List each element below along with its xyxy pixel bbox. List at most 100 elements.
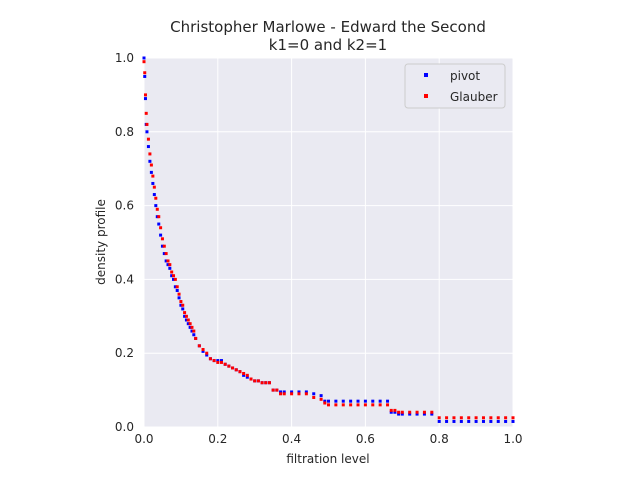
legend-marker-glauber — [424, 94, 428, 98]
glauber-point — [256, 379, 260, 383]
glauber-point — [227, 364, 231, 368]
pivot-point — [386, 399, 390, 403]
glauber-point — [160, 237, 164, 241]
glauber-point — [212, 359, 216, 363]
glauber-point — [164, 252, 168, 256]
glauber-point — [452, 416, 456, 420]
y-tick-label: 0.0 — [115, 420, 134, 434]
pivot-point — [242, 373, 246, 377]
x-tick-label: 0.8 — [430, 432, 449, 446]
pivot-point — [356, 399, 360, 403]
glauber-point — [157, 215, 161, 219]
x-tick-label: 0.0 — [134, 432, 153, 446]
glauber-point — [363, 403, 367, 407]
glauber-point — [152, 185, 156, 189]
x-axis-label: filtration level — [286, 452, 369, 466]
series-layer — [142, 56, 515, 423]
chart-subtitle: k1=0 and k2=1 — [269, 36, 387, 54]
glauber-point — [205, 351, 209, 355]
pivot-point — [445, 419, 449, 423]
pivot-point — [175, 288, 179, 292]
glauber-point — [253, 379, 257, 383]
glauber-point — [194, 336, 198, 340]
glauber-point — [142, 60, 146, 64]
pivot-point — [504, 419, 508, 423]
pivot-point — [245, 375, 249, 379]
glauber-point — [334, 403, 338, 407]
glauber-point — [312, 395, 316, 399]
pivot-point — [192, 333, 196, 337]
glauber-point — [378, 403, 382, 407]
y-tick-label: 0.2 — [115, 346, 134, 360]
glauber-point — [162, 244, 166, 248]
plot-area — [144, 58, 513, 427]
legend-label-glauber: Glauber — [450, 90, 498, 104]
pivot-point — [162, 252, 166, 256]
pivot-point — [312, 392, 316, 396]
glauber-point — [511, 416, 515, 420]
grid-lines — [143, 57, 514, 428]
glauber-point — [149, 163, 153, 167]
pivot-point — [219, 359, 223, 363]
pivot-point — [151, 181, 155, 185]
glauber-point — [177, 292, 181, 296]
pivot-point — [397, 412, 401, 416]
glauber-point — [397, 410, 401, 414]
glauber-point — [223, 362, 227, 366]
pivot-point — [190, 329, 194, 333]
glauber-point — [371, 403, 375, 407]
pivot-point — [489, 419, 493, 423]
pivot-point — [481, 419, 485, 423]
glauber-point — [219, 360, 223, 364]
glauber-point — [489, 416, 493, 420]
pivot-point — [143, 97, 147, 101]
legend-box — [404, 63, 506, 109]
pivot-point — [148, 159, 152, 163]
pivot-point — [389, 410, 393, 414]
pivot-point — [184, 318, 188, 322]
glauber-point — [356, 403, 360, 407]
glauber-point — [155, 207, 159, 211]
glauber-point — [143, 71, 147, 75]
glauber-point — [166, 259, 170, 263]
y-tick-label: 0.8 — [115, 125, 134, 139]
legend-label-pivot: pivot — [450, 69, 480, 83]
pivot-point — [201, 349, 205, 353]
glauber-point — [168, 263, 172, 267]
pivot-point — [181, 307, 185, 311]
pivot-point — [177, 296, 181, 300]
y-tick-label: 0.6 — [115, 199, 134, 213]
pivot-point — [159, 233, 163, 237]
glauber-point — [393, 408, 397, 412]
pivot-point — [168, 266, 172, 270]
pivot-point — [393, 410, 397, 414]
pivot-point — [154, 204, 158, 208]
glauber-point — [422, 410, 426, 414]
glauber-point — [271, 388, 275, 392]
glauber-point — [245, 373, 249, 377]
glauber-point — [496, 416, 500, 420]
pivot-point — [323, 399, 327, 403]
pivot-point — [408, 412, 412, 416]
x-tick-label: 0.6 — [356, 432, 375, 446]
pivot-point — [183, 314, 187, 318]
glauber-point — [173, 277, 177, 281]
pivot-point — [467, 419, 471, 423]
pivot-point — [415, 412, 419, 416]
glauber-point — [144, 111, 148, 115]
pivot-point — [430, 412, 434, 416]
y-tick-label: 0.4 — [115, 272, 134, 286]
glauber-point — [445, 416, 449, 420]
glauber-point — [188, 322, 192, 326]
glauber-point — [197, 344, 201, 348]
glauber-point — [323, 401, 327, 405]
glauber-point — [148, 152, 152, 156]
glauber-point — [264, 381, 268, 385]
pivot-point — [172, 277, 176, 281]
glauber-point — [290, 392, 294, 396]
pivot-point — [290, 390, 294, 394]
pivot-point — [437, 419, 441, 423]
glauber-point — [238, 370, 242, 374]
pivot-point — [145, 130, 149, 134]
